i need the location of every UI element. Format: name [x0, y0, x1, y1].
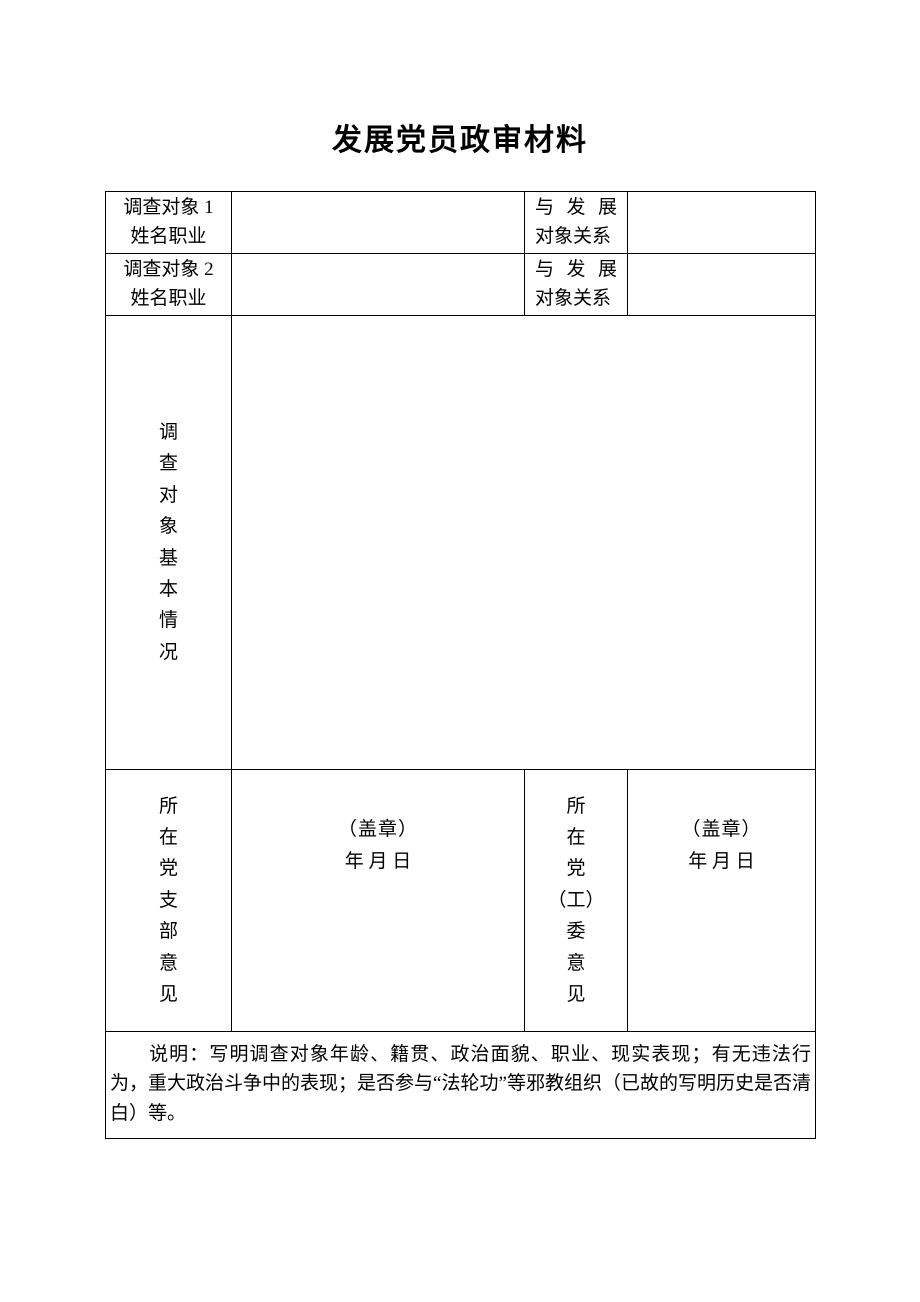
subject1-label-line2: 姓名职业 [106, 223, 231, 252]
basic-info-content[interactable] [232, 316, 816, 770]
subject2-rel-label: 与发展 对象关系 [525, 254, 628, 316]
subject2-rel-label-line1: 与发展 [535, 256, 617, 285]
committee-opinion-content[interactable]: （盖章） 年 月 日 [628, 770, 816, 1032]
subject1-rel-label-line1: 与发展 [535, 194, 617, 223]
subject1-label-line1: 调查对象 1 [106, 194, 231, 223]
committee-opinion-label: 所在党（工）委意见 [525, 770, 628, 1032]
branch-opinion-label: 所在党支部意见 [106, 770, 232, 1032]
subject2-row: 调查对象 2 姓名职业 与发展 对象关系 [106, 254, 816, 316]
subject2-rel-label-line2: 对象关系 [535, 285, 617, 314]
form-table: 调查对象 1 姓名职业 与发展 对象关系 调查对象 2 姓名职业 与发展 对象关… [105, 191, 816, 1139]
branch-seal-text: （盖章） [232, 814, 524, 846]
subject2-rel-value[interactable] [628, 254, 816, 316]
branch-opinion-content[interactable]: （盖章） 年 月 日 [232, 770, 525, 1032]
subject1-rel-label-line2: 对象关系 [535, 223, 617, 252]
basic-info-row: 调查对象基本情况 [106, 316, 816, 770]
subject1-label: 调查对象 1 姓名职业 [106, 192, 232, 254]
subject1-rel-label: 与发展 对象关系 [525, 192, 628, 254]
note-row: 说明：写明调查对象年龄、籍贯、政治面貌、职业、现实表现；有无违法行为，重大政治斗… [106, 1032, 816, 1139]
note-text: 说明：写明调查对象年龄、籍贯、政治面貌、职业、现实表现；有无违法行为，重大政治斗… [106, 1032, 816, 1139]
opinion-row: 所在党支部意见 （盖章） 年 月 日 所在党（工）委意见 （盖章） 年 月 日 [106, 770, 816, 1032]
subject1-rel-value[interactable] [628, 192, 816, 254]
subject1-row: 调查对象 1 姓名职业 与发展 对象关系 [106, 192, 816, 254]
subject2-label: 调查对象 2 姓名职业 [106, 254, 232, 316]
committee-seal-text: （盖章） [628, 814, 815, 846]
committee-date-text: 年 月 日 [628, 846, 815, 878]
subject2-label-line2: 姓名职业 [106, 285, 231, 314]
page-title: 发展党员政审材料 [105, 115, 815, 159]
subject1-value[interactable] [232, 192, 525, 254]
subject2-label-line1: 调查对象 2 [106, 256, 231, 285]
subject2-value[interactable] [232, 254, 525, 316]
branch-date-text: 年 月 日 [232, 846, 524, 878]
basic-info-label: 调查对象基本情况 [106, 316, 232, 770]
